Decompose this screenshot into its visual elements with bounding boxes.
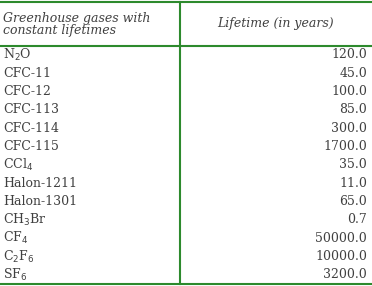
Text: CFC-12: CFC-12 xyxy=(3,85,51,98)
Text: CFC-115: CFC-115 xyxy=(3,140,59,153)
Text: 65.0: 65.0 xyxy=(339,195,367,208)
Text: 35.0: 35.0 xyxy=(339,158,367,171)
Text: 0.7: 0.7 xyxy=(347,213,367,226)
Text: CCl$_4$: CCl$_4$ xyxy=(3,157,33,173)
Text: CF$_4$: CF$_4$ xyxy=(3,230,28,246)
Text: CFC-113: CFC-113 xyxy=(3,103,59,116)
Text: CH$_3$Br: CH$_3$Br xyxy=(3,212,46,228)
Text: 45.0: 45.0 xyxy=(339,67,367,80)
Text: 100.0: 100.0 xyxy=(331,85,367,98)
Text: SF$_6$: SF$_6$ xyxy=(3,267,28,283)
Text: 50000.0: 50000.0 xyxy=(315,232,367,245)
Text: 10000.0: 10000.0 xyxy=(315,250,367,263)
Text: Halon-1301: Halon-1301 xyxy=(3,195,77,208)
Text: 11.0: 11.0 xyxy=(339,177,367,190)
Text: 1700.0: 1700.0 xyxy=(323,140,367,153)
Text: Lifetime (in years): Lifetime (in years) xyxy=(217,17,334,30)
Text: 300.0: 300.0 xyxy=(331,122,367,135)
Text: Halon-1211: Halon-1211 xyxy=(3,177,77,190)
Text: CFC-114: CFC-114 xyxy=(3,122,59,135)
Text: Greenhouse gases with: Greenhouse gases with xyxy=(3,12,150,25)
Text: C$_2$F$_6$: C$_2$F$_6$ xyxy=(3,249,34,265)
Text: N$_2$O: N$_2$O xyxy=(3,47,32,63)
Text: constant lifetimes: constant lifetimes xyxy=(3,24,116,37)
Text: 120.0: 120.0 xyxy=(331,48,367,61)
Text: 85.0: 85.0 xyxy=(339,103,367,116)
Text: CFC-11: CFC-11 xyxy=(3,67,51,80)
Text: 3200.0: 3200.0 xyxy=(323,268,367,281)
